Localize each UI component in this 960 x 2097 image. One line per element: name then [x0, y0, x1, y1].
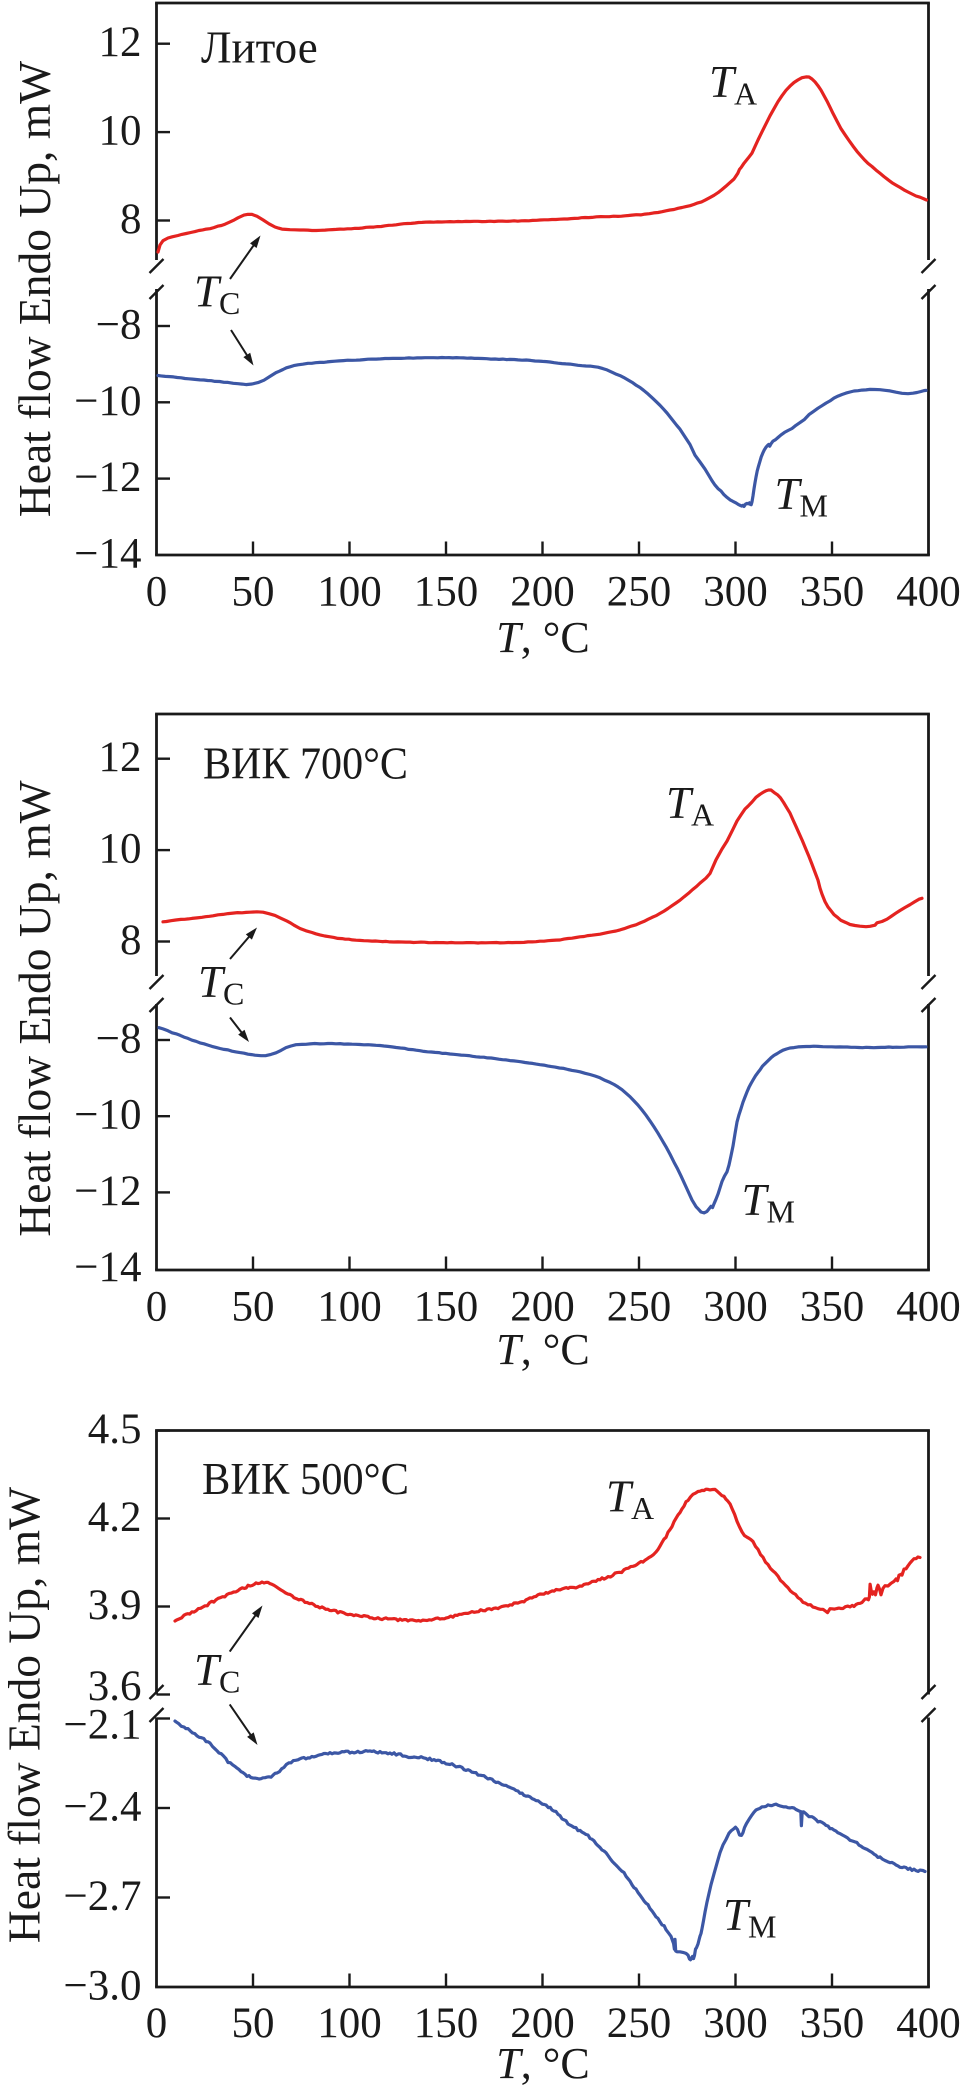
svg-text:0: 0 [146, 569, 168, 616]
svg-text:TM: TM [775, 469, 828, 524]
svg-text:Литое: Литое [201, 23, 318, 73]
svg-text:200: 200 [510, 1284, 575, 1331]
svg-text:T, °C: T, °C [496, 613, 589, 662]
svg-text:200: 200 [510, 2000, 575, 2047]
svg-text:−2.7: −2.7 [63, 1873, 141, 1920]
svg-text:−10: −10 [74, 378, 141, 425]
svg-text:TA: TA [606, 1472, 654, 1527]
svg-text:200: 200 [510, 569, 575, 616]
svg-text:3.6: 3.6 [88, 1663, 142, 1710]
svg-text:−2.4: −2.4 [63, 1784, 141, 1831]
svg-text:ВИК 500°C: ВИК 500°C [202, 1454, 409, 1504]
svg-text:4.5: 4.5 [88, 1406, 142, 1453]
svg-text:350: 350 [800, 2000, 865, 2047]
svg-text:0: 0 [146, 2000, 168, 2047]
svg-text:0: 0 [146, 1284, 168, 1331]
svg-text:ВИК 700°C: ВИК 700°C [203, 739, 408, 789]
svg-text:Heat flow Endo Up, mW: Heat flow Endo Up, mW [9, 780, 60, 1236]
svg-text:8: 8 [120, 196, 142, 243]
svg-text:−8: −8 [96, 302, 142, 349]
svg-text:150: 150 [414, 1284, 479, 1331]
svg-text:400: 400 [896, 1284, 960, 1331]
svg-text:250: 250 [607, 569, 672, 616]
svg-text:Heat flow Endo Up, mW: Heat flow Endo Up, mW [9, 61, 60, 517]
svg-text:100: 100 [317, 2000, 382, 2047]
svg-text:150: 150 [414, 2000, 479, 2047]
svg-text:−10: −10 [74, 1092, 141, 1139]
svg-text:−12: −12 [74, 1168, 141, 1215]
svg-text:300: 300 [703, 1284, 768, 1331]
svg-text:250: 250 [607, 1284, 672, 1331]
svg-text:150: 150 [414, 569, 479, 616]
svg-text:350: 350 [800, 569, 865, 616]
svg-text:10: 10 [99, 108, 142, 155]
svg-text:400: 400 [896, 2000, 960, 2047]
svg-text:−2.1: −2.1 [63, 1702, 141, 1749]
svg-text:TM: TM [723, 1890, 776, 1945]
svg-text:100: 100 [317, 1284, 382, 1331]
svg-text:350: 350 [800, 1284, 865, 1331]
svg-text:50: 50 [232, 1284, 275, 1331]
svg-text:−12: −12 [74, 454, 141, 501]
svg-text:12: 12 [99, 734, 142, 781]
svg-text:TM: TM [742, 1175, 795, 1230]
svg-text:−14: −14 [74, 1244, 141, 1291]
svg-text:300: 300 [703, 2000, 768, 2047]
svg-text:50: 50 [232, 569, 275, 616]
svg-text:TA: TA [709, 57, 757, 112]
svg-text:8: 8 [120, 917, 142, 964]
svg-text:100: 100 [317, 569, 382, 616]
svg-text:12: 12 [99, 19, 142, 66]
svg-text:4.2: 4.2 [88, 1494, 142, 1541]
svg-text:3.9: 3.9 [88, 1582, 142, 1629]
svg-text:−8: −8 [96, 1016, 142, 1063]
svg-text:−14: −14 [74, 530, 141, 577]
svg-text:−3.0: −3.0 [63, 1963, 141, 2010]
svg-text:300: 300 [703, 569, 768, 616]
svg-text:T, °C: T, °C [496, 1325, 589, 1374]
svg-text:Heat flow Endo Up, mW: Heat flow Endo Up, mW [0, 1487, 50, 1943]
svg-text:250: 250 [607, 2000, 672, 2047]
svg-text:TC: TC [198, 957, 244, 1012]
svg-text:TA: TA [666, 778, 714, 833]
svg-text:TC: TC [194, 1645, 240, 1700]
svg-text:T, °C: T, °C [496, 2039, 589, 2088]
svg-text:TC: TC [194, 267, 240, 322]
svg-text:50: 50 [232, 2000, 275, 2047]
svg-text:10: 10 [99, 826, 142, 873]
svg-text:400: 400 [896, 569, 960, 616]
